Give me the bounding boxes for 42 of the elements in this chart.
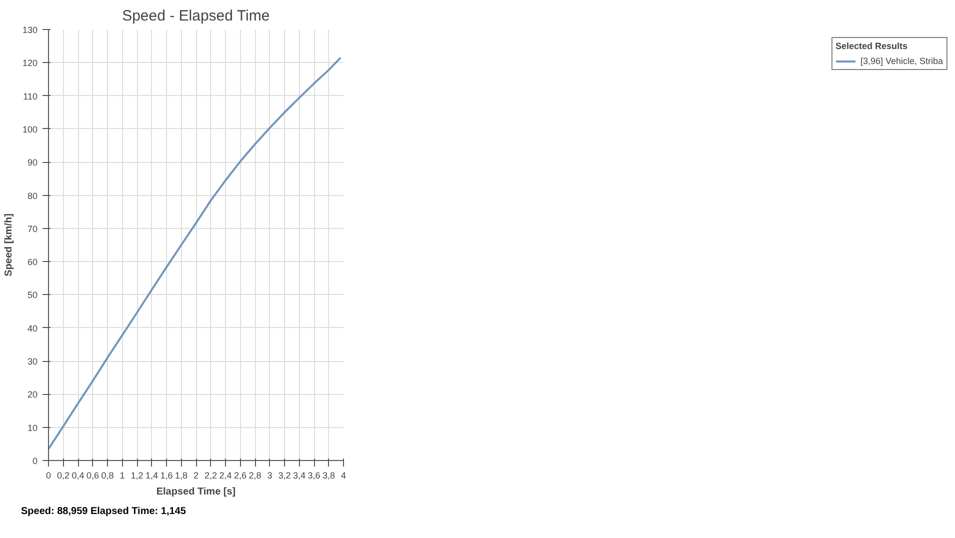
- y-tick-label: 90: [27, 158, 38, 168]
- x-tick-label: 2: [193, 470, 199, 480]
- chart-title: Speed - Elapsed Time: [122, 8, 270, 24]
- x-tick-label: 1,6: [160, 470, 173, 480]
- y-tick-label: 60: [27, 257, 38, 268]
- y-tick-label: 40: [27, 323, 38, 334]
- line-series: [48, 56, 342, 450]
- legend-title: Selected Results: [835, 41, 908, 51]
- legend-label: [3,96] Vehicle, Striba: [860, 56, 943, 66]
- x-tick-label: 1,8: [174, 470, 188, 480]
- text: Speed: 88,959 Elapsed Time: 1,145: [21, 505, 186, 519]
- x-tick-label: 2,6: [234, 470, 247, 480]
- x-axis-title: Elapsed Time [s]: [156, 486, 236, 498]
- y-tick-label: 80: [27, 190, 38, 201]
- x-tick-label: 2,4: [219, 470, 232, 480]
- x-tick-label: 1: [120, 470, 125, 480]
- x-tick-label: 0,8: [101, 470, 114, 480]
- y-tick-label: 0: [32, 456, 38, 466]
- x-tick-label: 4: [340, 470, 346, 480]
- x-tick-label: 1,2: [130, 470, 144, 480]
- y-tick-label: 30: [27, 356, 38, 367]
- x-tick-label: 3,4: [292, 470, 306, 480]
- y-tick-label: 110: [23, 91, 38, 102]
- y-axis-title: Speed [km/h]: [3, 214, 14, 276]
- y-tick-label: 70: [27, 224, 38, 234]
- y-tick-label: 100: [22, 124, 38, 134]
- x-tick-label: 0,4: [72, 470, 84, 480]
- x-tick-label: 3,2: [278, 470, 291, 480]
- x-tick-label: 1,4: [145, 470, 158, 480]
- x-tick-label: 0,2: [56, 470, 70, 480]
- y-tick-label: 10: [27, 422, 38, 433]
- x-tick-label: 3,6: [308, 470, 320, 480]
- y-tick-label: 20: [27, 390, 38, 400]
- x-tick-label: 3,8: [322, 470, 336, 480]
- y-tick-label: 120: [22, 58, 38, 68]
- x-tick-label: 0: [46, 470, 52, 480]
- x-tick-label: 2,8: [248, 470, 262, 480]
- y-tick-label: 130: [22, 25, 38, 35]
- y-tick-label: 50: [27, 290, 38, 300]
- x-tick-label: 2,2: [204, 470, 218, 480]
- x-tick-label: 3: [267, 470, 272, 480]
- x-tick-label: 0,6: [86, 470, 100, 480]
